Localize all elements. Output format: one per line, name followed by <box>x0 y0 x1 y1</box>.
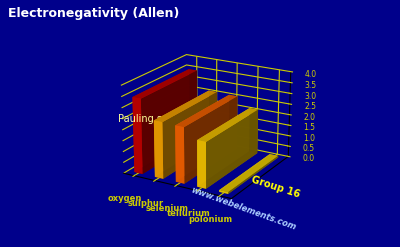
Text: www.webelements.com: www.webelements.com <box>189 185 297 232</box>
Text: Electronegativity (Allen): Electronegativity (Allen) <box>8 7 179 21</box>
Text: Group 16: Group 16 <box>250 175 301 200</box>
Text: Pauling scale: Pauling scale <box>118 114 182 124</box>
